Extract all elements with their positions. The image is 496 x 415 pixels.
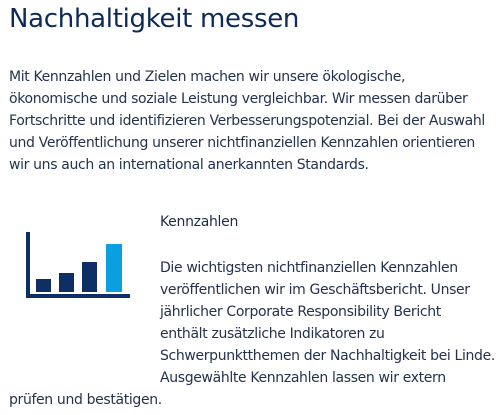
section-heading: Kennzahlen <box>160 214 239 230</box>
chart-axis-vertical <box>26 232 30 298</box>
bar-chart-icon <box>26 232 130 298</box>
section-body: Die wichtigsten nichtfinanziellen Kennza… <box>0 257 496 411</box>
intro-paragraph: Mit Kennzahlen und Zielen machen wir uns… <box>9 69 485 173</box>
section-body-line: Schwerpunktthemen der Nachhaltigkeit bei… <box>160 348 495 364</box>
section-body-line: jährlicher Corporate Responsibility Beri… <box>160 304 441 320</box>
section-body-line: prüfen und bestätigen. <box>9 392 162 408</box>
chart-bar-2 <box>59 273 74 292</box>
chart-bar-4 <box>106 244 122 292</box>
chart-axis-horizontal <box>26 294 130 298</box>
section-body-line: Ausgewählte Kennzahlen lassen wir extern <box>160 370 446 386</box>
section-body-line: Die wichtigsten nichtfinanziellen Kennza… <box>160 260 458 276</box>
section-body-line: veröffentlichen wir im Geschäftsbericht.… <box>160 282 470 298</box>
page-title: Nachhaltigkeit messen <box>9 4 300 34</box>
chart-bar-1 <box>36 279 51 292</box>
chart-bar-3 <box>82 262 97 292</box>
section-body-line: enthält zusätzliche Indikatoren zu <box>160 326 385 342</box>
